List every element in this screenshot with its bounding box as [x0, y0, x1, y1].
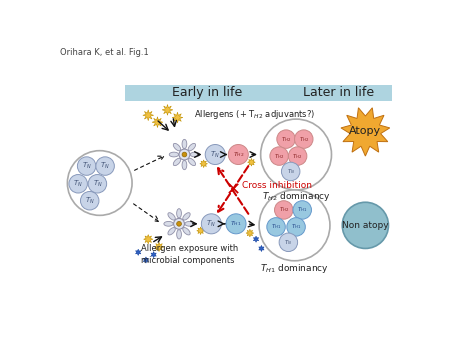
Polygon shape	[259, 245, 264, 251]
Text: $T_{H1}$: $T_{H1}$	[271, 222, 281, 231]
Ellipse shape	[168, 213, 176, 220]
Text: $T_{H2}$: $T_{H2}$	[279, 206, 289, 214]
Circle shape	[77, 157, 96, 175]
Text: $T_{H1}$: $T_{H1}$	[230, 219, 242, 228]
Circle shape	[270, 147, 288, 165]
Circle shape	[259, 190, 330, 261]
Circle shape	[179, 149, 190, 160]
Text: $T_N$: $T_N$	[284, 238, 292, 247]
Ellipse shape	[188, 158, 196, 166]
Polygon shape	[143, 110, 153, 121]
Circle shape	[261, 119, 332, 190]
Text: $T_N$: $T_N$	[207, 219, 216, 229]
Polygon shape	[135, 249, 141, 256]
Text: Later in life: Later in life	[303, 87, 374, 99]
Polygon shape	[152, 117, 163, 127]
Ellipse shape	[173, 143, 181, 151]
Ellipse shape	[190, 152, 200, 157]
Text: $T_{H2}$: $T_{H2}$	[274, 152, 284, 161]
Ellipse shape	[169, 152, 179, 157]
Ellipse shape	[185, 221, 194, 226]
Text: Orihara K, et al. Fig.1: Orihara K, et al. Fig.1	[60, 48, 149, 57]
Text: $T_N$: $T_N$	[93, 179, 102, 189]
Circle shape	[182, 152, 187, 157]
Text: Early in life: Early in life	[172, 87, 243, 99]
Ellipse shape	[182, 160, 187, 170]
Polygon shape	[154, 242, 164, 251]
Polygon shape	[143, 257, 148, 263]
Text: $T_N$: $T_N$	[82, 161, 91, 171]
Circle shape	[226, 214, 246, 234]
Text: Cross inhibition: Cross inhibition	[242, 181, 312, 190]
Ellipse shape	[183, 227, 190, 235]
Text: $T_N$: $T_N$	[73, 179, 83, 189]
Ellipse shape	[183, 213, 190, 220]
Text: $T_{H1}$: $T_{H1}$	[291, 222, 301, 231]
Circle shape	[267, 218, 285, 236]
Text: $T_{H1}$ dominancy: $T_{H1}$ dominancy	[260, 262, 329, 275]
Circle shape	[288, 147, 307, 165]
FancyBboxPatch shape	[284, 85, 392, 101]
Ellipse shape	[168, 227, 176, 235]
Text: Non atopy: Non atopy	[342, 221, 389, 230]
Circle shape	[279, 233, 297, 251]
Text: Allergens (+ T$_{H2}$ adjuvants?): Allergens (+ T$_{H2}$ adjuvants?)	[194, 108, 315, 121]
Circle shape	[293, 201, 311, 219]
Polygon shape	[172, 112, 183, 123]
Polygon shape	[197, 227, 204, 235]
Text: ✕: ✕	[225, 181, 240, 199]
Polygon shape	[246, 229, 254, 237]
Ellipse shape	[177, 230, 181, 239]
Text: $T_{H2}$: $T_{H2}$	[281, 135, 291, 144]
Text: Atopy: Atopy	[349, 126, 382, 137]
Circle shape	[287, 218, 305, 236]
Circle shape	[205, 145, 225, 165]
Circle shape	[69, 174, 87, 193]
Text: $T_{H2}$: $T_{H2}$	[292, 152, 303, 161]
Circle shape	[342, 202, 388, 248]
Circle shape	[88, 174, 107, 193]
Polygon shape	[162, 104, 173, 115]
Text: $T_N$: $T_N$	[287, 167, 295, 176]
Text: $T_{H1}$: $T_{H1}$	[297, 206, 307, 214]
Circle shape	[177, 221, 181, 226]
Circle shape	[274, 201, 293, 219]
Polygon shape	[248, 159, 255, 166]
Ellipse shape	[177, 209, 181, 218]
Circle shape	[81, 192, 99, 210]
Ellipse shape	[188, 143, 196, 151]
Text: Allergen exposure with
microbial components: Allergen exposure with microbial compone…	[140, 244, 238, 265]
Circle shape	[281, 162, 300, 181]
Circle shape	[96, 157, 114, 175]
Ellipse shape	[164, 221, 173, 226]
Text: $T_N$: $T_N$	[85, 196, 94, 206]
Text: $T_N$: $T_N$	[100, 161, 110, 171]
Circle shape	[295, 130, 313, 148]
Polygon shape	[200, 160, 207, 168]
Text: $T_{H2}$: $T_{H2}$	[299, 135, 309, 144]
Circle shape	[277, 130, 295, 148]
Text: $T_{H2}$: $T_{H2}$	[233, 150, 244, 159]
Polygon shape	[144, 235, 153, 244]
Text: $T_N$: $T_N$	[210, 149, 220, 160]
Polygon shape	[151, 251, 156, 258]
Circle shape	[201, 214, 221, 234]
Circle shape	[228, 145, 248, 165]
Circle shape	[174, 218, 184, 229]
Ellipse shape	[173, 158, 181, 166]
FancyBboxPatch shape	[125, 85, 290, 101]
Polygon shape	[341, 108, 390, 156]
Circle shape	[68, 151, 132, 215]
Ellipse shape	[182, 139, 187, 149]
Text: $T_{H2}$ dominancy: $T_{H2}$ dominancy	[262, 190, 330, 202]
Polygon shape	[253, 236, 259, 242]
